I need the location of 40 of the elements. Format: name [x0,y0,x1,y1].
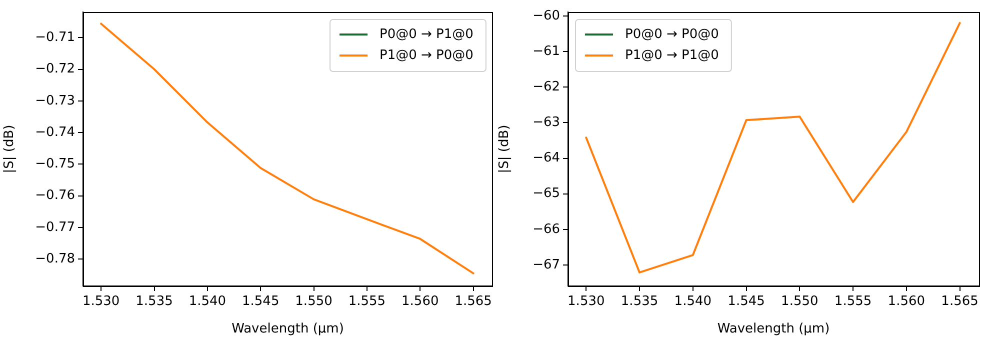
x-tick-label: 1.535 [136,294,173,310]
x-tick-label: 1.555 [834,294,872,310]
y-tick-label: −63 [532,115,560,130]
y-tick-label: −0.71 [35,30,75,46]
x-tick-label: 1.565 [454,294,492,310]
x-tick-label: 1.550 [781,294,818,310]
y-tick-label: −62 [532,79,560,94]
y-axis-title: |S| (dB) [2,124,18,174]
x-tick-label: 1.555 [348,294,386,310]
x-axis-title: Wavelength (µm) [232,322,344,337]
y-tick-label: −0.74 [35,124,75,140]
x-tick-label: 1.540 [674,294,712,310]
x-tick-label: 1.530 [82,294,120,310]
y-tick-label: −0.75 [35,156,75,172]
y-tick-label: −61 [532,44,560,59]
y-tick-label: −0.73 [35,93,75,108]
y-tick-label: −0.72 [35,62,75,77]
x-tick-label: 1.565 [941,294,978,310]
x-tick-label: 1.545 [728,294,765,310]
y-axis-title: |S| (dB) [497,124,512,174]
y-tick-label: −67 [532,257,560,272]
y-tick-label: −66 [532,222,560,237]
legend-label: P0@0 → P1@0 [380,26,474,42]
y-tick-label: −0.77 [35,220,75,235]
x-tick-label: 1.545 [242,294,280,310]
legend-label: P0@0 → P0@0 [625,26,719,42]
x-tick-label: 1.560 [402,294,439,310]
legend-label: P1@0 → P0@0 [380,48,474,63]
y-tick-label: −0.76 [35,188,75,204]
y-tick-label: −0.78 [35,251,75,266]
y-tick-label: −60 [532,8,560,24]
x-axis-title: Wavelength (µm) [717,322,830,337]
x-tick-label: 1.530 [568,294,605,310]
x-tick-label: 1.535 [620,294,658,310]
x-tick-label: 1.560 [888,294,926,310]
x-tick-label: 1.550 [295,294,332,310]
y-tick-label: −65 [532,186,560,202]
x-tick-label: 1.540 [188,294,226,310]
legend-label: P1@0 → P1@0 [625,48,719,63]
y-tick-label: −64 [532,150,560,166]
